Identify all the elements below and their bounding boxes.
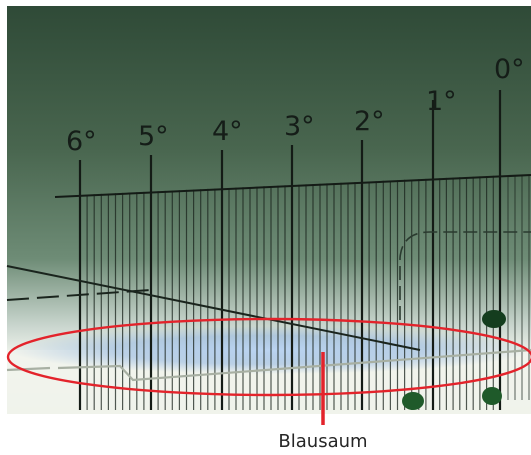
scale-top-line — [54, 174, 531, 198]
dashed-frame — [399, 231, 531, 320]
blue-fringe-glow — [10, 326, 530, 374]
scale-label-1: 1° — [426, 86, 457, 117]
green-dot — [482, 387, 502, 405]
caption-label: Blausaum — [278, 431, 367, 452]
diagonal-line — [6, 265, 421, 351]
green-dot — [402, 392, 424, 410]
scale-label-3: 3° — [284, 111, 315, 142]
scale-labels: 6° 5° 4° 3° 2° 1° 0° — [66, 54, 525, 157]
scale-label-5: 5° — [138, 121, 169, 152]
scale-label-4: 4° — [212, 116, 243, 147]
scale-label-6: 6° — [66, 126, 97, 157]
lower-guide-line — [6, 348, 531, 382]
scale-minor-ticks — [86, 175, 530, 410]
dashed-line — [6, 289, 151, 301]
green-dot — [482, 310, 506, 328]
highlight-ellipse — [6, 317, 531, 397]
scale-label-2: 2° — [354, 106, 385, 137]
scale-label-0: 0° — [494, 54, 525, 85]
